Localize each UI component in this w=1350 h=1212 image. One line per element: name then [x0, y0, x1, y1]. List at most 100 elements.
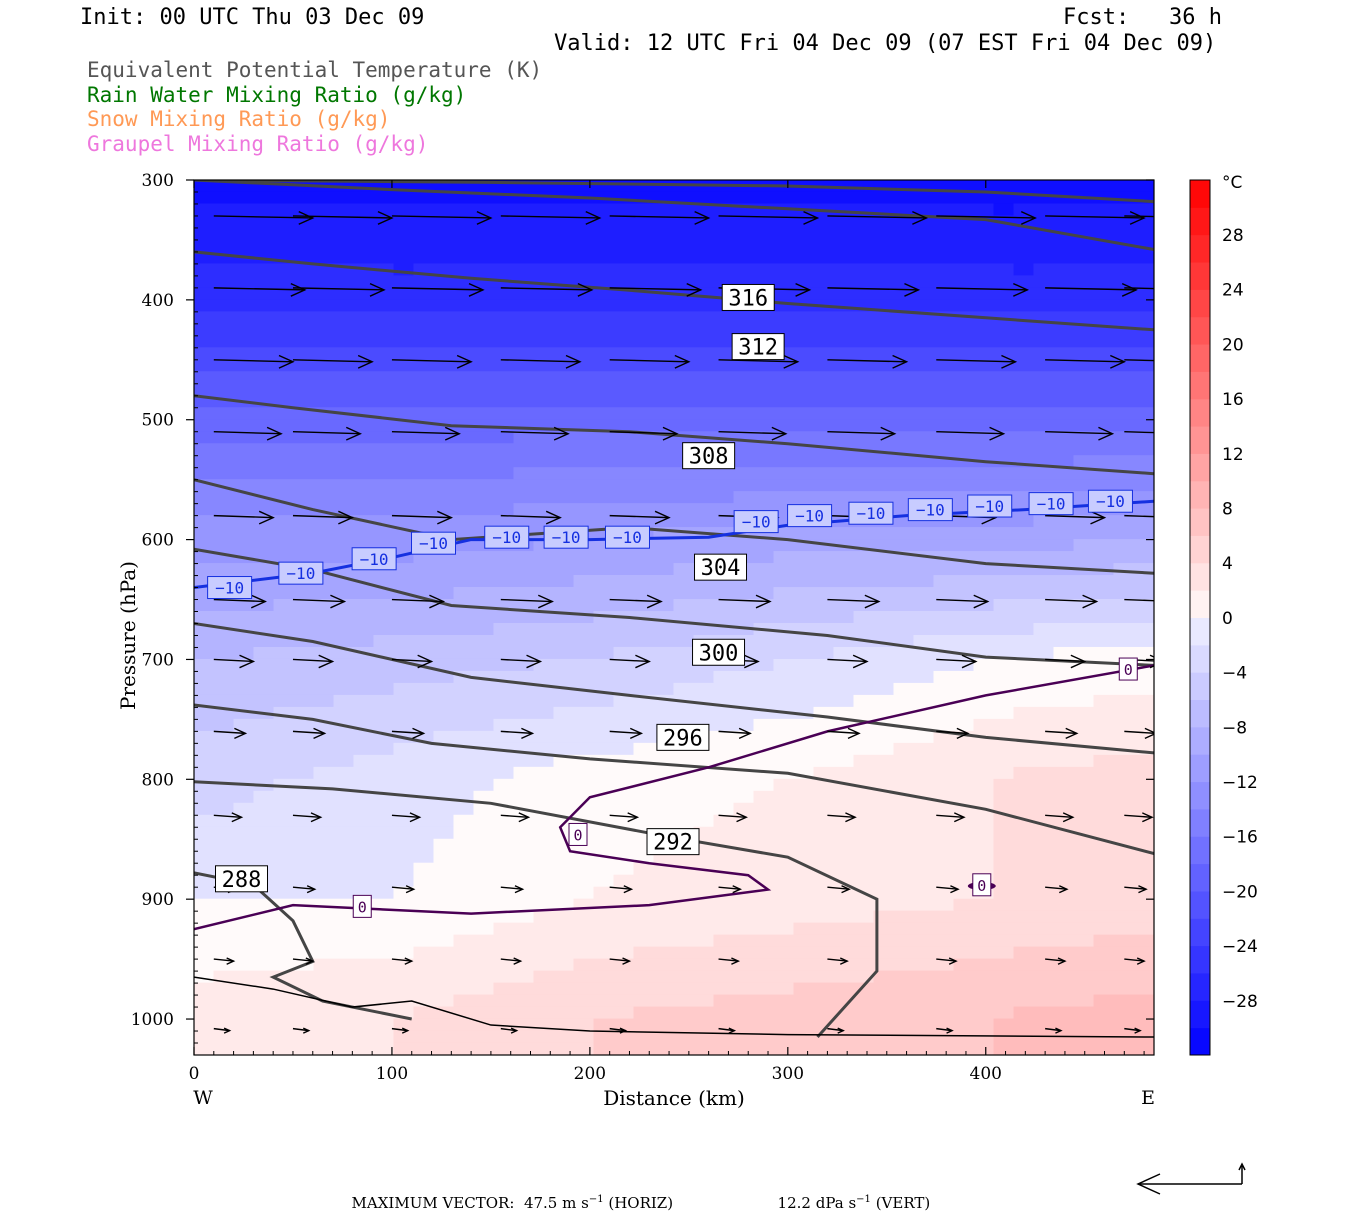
wind-vector — [213, 354, 295, 369]
wind-vector — [609, 885, 634, 894]
colorbar-tick-label: −24 — [1222, 937, 1258, 957]
y-tick-label: 900 — [142, 890, 174, 910]
wind-vector — [500, 282, 594, 297]
init-time: Init: 00 UTC Thu 03 Dec 09 — [80, 5, 425, 30]
field-title-snow: Snow Mixing Ratio (g/kg) — [87, 107, 391, 131]
wind-vector — [391, 885, 416, 894]
wind-vector — [609, 594, 663, 609]
field-title-rain: Rain Water Mixing Ratio (g/kg) — [87, 83, 467, 107]
wind-vector — [827, 211, 929, 225]
colorbar-swatch — [1190, 945, 1210, 974]
colorbar-frame — [1189, 179, 1211, 1056]
x-tick-label: 200 — [574, 1064, 606, 1084]
wind-vector — [1124, 514, 1154, 518]
colorbar-swatch — [1190, 836, 1210, 865]
wind-vector — [718, 885, 743, 894]
wind-vector — [936, 812, 966, 823]
wind-vector — [609, 957, 632, 965]
wind-vector — [391, 1027, 410, 1034]
reference-vector-icon — [1136, 1162, 1246, 1195]
wind-vector — [936, 426, 1006, 441]
theta-e-label: 316 — [721, 283, 775, 311]
svg-text:0: 0 — [358, 898, 367, 916]
colorbar-swatch — [1190, 535, 1210, 564]
wind-vectors — [213, 211, 1154, 1034]
isotherm-minus10-label: −10 — [733, 510, 779, 534]
svg-text:−10: −10 — [613, 528, 642, 547]
wind-vector — [718, 594, 772, 609]
colorbar-swatch — [1190, 781, 1210, 810]
wind-vector — [500, 510, 562, 525]
colorbar-swatch — [1190, 180, 1210, 208]
horiz-tag: (HORIZ) — [608, 1194, 674, 1212]
colorbar-swatch — [1190, 562, 1210, 591]
wind-vector — [213, 510, 275, 525]
wind-vector — [827, 654, 869, 669]
colorbar-swatch — [1190, 453, 1210, 482]
y-tick-label: 800 — [142, 770, 174, 790]
theta-e-label: 304 — [694, 553, 748, 581]
colorbar-tick-label: 4 — [1222, 554, 1233, 574]
wind-vector — [292, 211, 394, 225]
wind-vector — [609, 812, 640, 823]
max-vector-label: MAXIMUM VECTOR: — [351, 1194, 515, 1212]
svg-text:−10: −10 — [215, 579, 244, 598]
wind-vector — [292, 354, 374, 369]
svg-text:−10: −10 — [552, 528, 581, 547]
wind-vector — [391, 211, 493, 225]
isotherm-minus10-label: −10 — [207, 576, 253, 600]
isotherm-minus10-label: −10 — [967, 494, 1013, 518]
wind-vector — [609, 1027, 628, 1034]
y-tick-label: 500 — [142, 411, 174, 431]
svg-text:−10: −10 — [286, 564, 315, 583]
wind-vector — [1124, 598, 1154, 602]
wind-vector — [292, 1027, 311, 1034]
wind-vector — [500, 885, 525, 894]
valid-time: Valid: 12 UTC Fri 04 Dec 09 (07 EST Fri … — [554, 31, 1217, 56]
colorbar-swatch — [1190, 890, 1210, 919]
wind-vector — [827, 727, 861, 739]
theta-e-label: 312 — [731, 333, 785, 361]
wind-vector — [827, 885, 851, 894]
wind-vector — [213, 1027, 232, 1034]
wind-vector — [1124, 287, 1154, 290]
wind-vector — [500, 594, 554, 609]
colorbar — [1189, 179, 1211, 1056]
wind-vector — [292, 426, 362, 441]
svg-text:−10: −10 — [916, 501, 945, 520]
wind-vector — [391, 957, 414, 965]
isotherm-minus10-label: −10 — [1087, 489, 1133, 513]
wind-vector — [292, 654, 335, 669]
vert-value: 12.2 — [777, 1194, 811, 1212]
colorbar-swatch — [1190, 1000, 1210, 1029]
y-axis-label: Pressure (hPa) — [116, 561, 140, 710]
svg-text:0: 0 — [573, 826, 582, 844]
wind-vector — [391, 654, 434, 669]
wind-vector — [1124, 359, 1154, 362]
theta-e-contour-2 — [194, 703, 1154, 856]
wind-vector — [1045, 354, 1127, 369]
wind-vector — [500, 654, 543, 669]
wind-vector — [213, 426, 283, 441]
svg-text:−10: −10 — [1096, 492, 1125, 511]
theta-e-contour-3 — [194, 622, 1154, 755]
wind-vector — [1045, 594, 1099, 609]
colorbar-swatch — [1190, 207, 1210, 236]
wind-vector — [1124, 885, 1148, 894]
wind-vector — [292, 282, 386, 297]
zero-isotherm-label: 0 — [352, 894, 372, 918]
svg-text:0: 0 — [1124, 661, 1133, 679]
colorbar-tick-label: −12 — [1222, 773, 1258, 793]
wind-vector — [500, 727, 535, 739]
isotherm-minus10-label: −10 — [411, 531, 457, 555]
wind-vector — [609, 282, 703, 297]
wind-vector — [936, 211, 1037, 225]
wind-vector — [213, 211, 315, 225]
theta-e-label: 296 — [656, 723, 710, 751]
wind-vector — [213, 727, 248, 739]
horiz-unit: m s — [562, 1194, 589, 1212]
wind-vector — [827, 594, 881, 609]
wind-vector — [827, 282, 921, 297]
wind-vector — [292, 727, 327, 739]
